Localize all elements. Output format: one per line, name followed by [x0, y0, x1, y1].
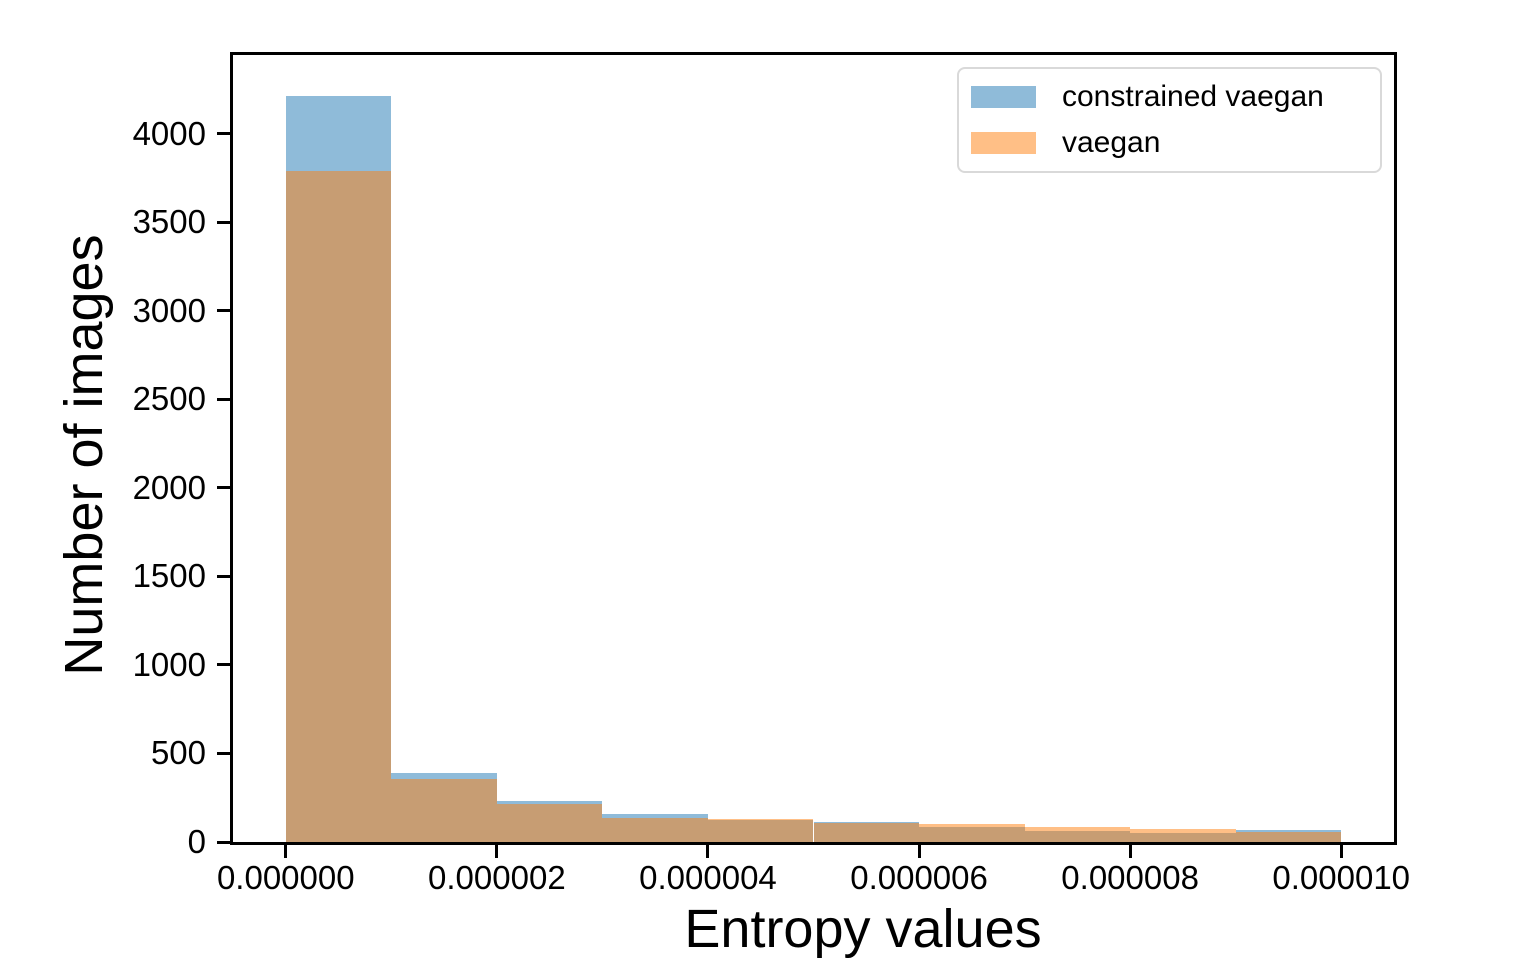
y-tick-mark: [217, 309, 230, 313]
y-tick-mark: [217, 220, 230, 224]
x-tick-mark: [706, 845, 710, 858]
y-tick-mark: [217, 486, 230, 490]
y-tick-label: 4000: [132, 114, 206, 152]
hist-bar-vaegan-bin4: [707, 818, 814, 842]
y-tick-label: 500: [150, 734, 206, 772]
y-tick-mark: [217, 840, 230, 844]
y-tick-label: 2500: [132, 380, 206, 418]
legend-entry-constrained-vaegan: constrained vaegan: [959, 75, 1380, 119]
y-tick-label: 0: [187, 823, 206, 860]
y-tick-mark: [217, 132, 230, 136]
hist-bar-vaegan-bin8: [1130, 828, 1236, 842]
y-tick-label: 3000: [132, 291, 206, 329]
x-tick-mark: [917, 845, 921, 858]
legend-label-constrained-vaegan: constrained vaegan: [1062, 80, 1324, 113]
plot-area: [230, 52, 1397, 845]
x-axis-label: Entropy values: [684, 899, 1042, 959]
y-tick-label: 1000: [132, 645, 206, 683]
y-axis-label: Number of images: [54, 234, 114, 676]
x-tick-mark: [495, 845, 499, 858]
x-tick-label: 0.000010: [1272, 859, 1411, 896]
x-tick-mark: [1128, 845, 1132, 858]
hist-bar-vaegan-bin5: [813, 822, 920, 842]
y-tick-mark: [217, 397, 230, 401]
hist-bar-vaegan-bin2: [496, 803, 603, 842]
x-tick-mark: [1339, 845, 1343, 858]
x-tick-label: 0.000000: [216, 859, 355, 896]
x-tick-label: 0.000004: [639, 859, 777, 896]
y-tick-mark: [217, 574, 230, 578]
x-tick-label: 0.000006: [850, 859, 988, 896]
legend-swatch-vaegan: [971, 132, 1036, 154]
y-tick-label: 2000: [132, 468, 206, 506]
hist-bar-vaegan-bin6: [919, 824, 1025, 842]
x-tick-mark: [284, 845, 288, 858]
hist-bar-vaegan-bin9: [1235, 831, 1342, 842]
y-tick-mark: [217, 751, 230, 755]
hist-bar-vaegan-bin3: [602, 817, 708, 842]
y-tick-mark: [217, 663, 230, 667]
x-tick-label: 0.000008: [1061, 859, 1199, 896]
y-tick-label: 3500: [132, 203, 206, 241]
legend-swatch-constrained-vaegan: [971, 86, 1036, 108]
hist-bar-vaegan-bin1: [391, 779, 497, 842]
hist-bar-vaegan-bin0: [285, 170, 392, 842]
histogram-bars: [233, 55, 1394, 842]
legend-label-vaegan: vaegan: [1062, 126, 1161, 159]
hist-bar-vaegan-bin7: [1024, 826, 1131, 842]
y-tick-label: 1500: [132, 557, 206, 595]
x-tick-label: 0.000002: [428, 859, 566, 896]
legend-entry-vaegan: vaegan: [959, 121, 1380, 165]
legend-box: constrained vaegan vaegan: [957, 67, 1382, 173]
